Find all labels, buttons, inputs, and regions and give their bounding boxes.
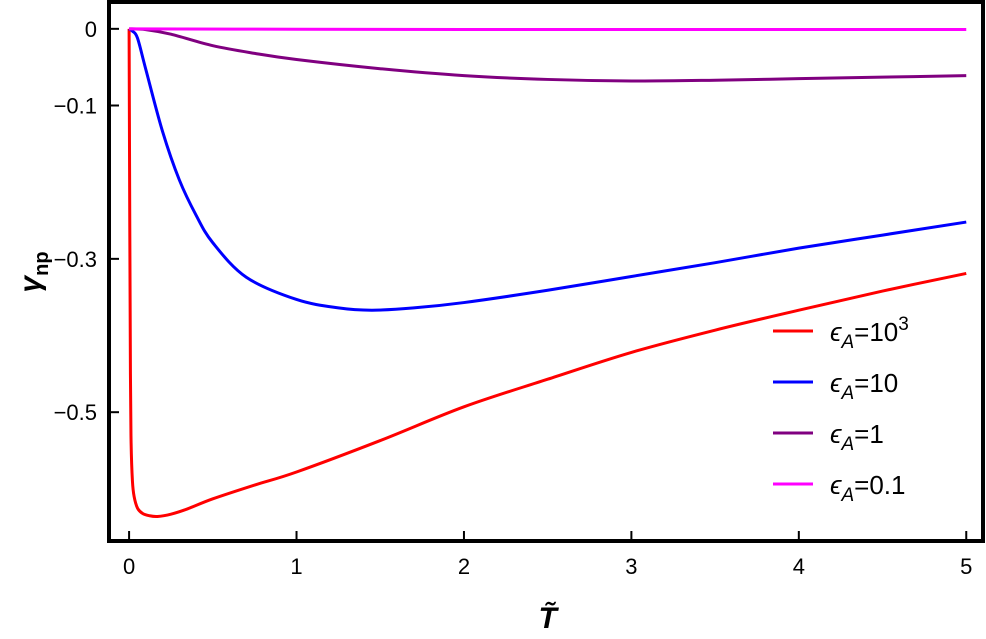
series-line-1	[128, 27, 967, 312]
x-axis-label: T̃	[539, 601, 560, 635]
y-tick-label: 0	[85, 17, 97, 42]
plot-frame	[107, 0, 985, 543]
series-line-0	[127, 28, 967, 519]
series-line-3	[129, 27, 967, 32]
y-tick-label: −0.3	[54, 247, 97, 272]
y-axis-label: γnp	[14, 251, 53, 292]
legend-label-3: ϵA=0.1	[830, 470, 905, 506]
x-tick-label: 4	[793, 554, 805, 579]
y-tick-label: −0.5	[54, 400, 97, 425]
series-group	[127, 27, 967, 519]
y-tick-label: −0.1	[54, 94, 97, 119]
series-line-2	[129, 27, 967, 83]
x-tick-label: 3	[625, 554, 637, 579]
x-tick-label: 2	[458, 554, 470, 579]
legend-label-2: ϵA=1	[830, 419, 884, 455]
x-tick-label: 5	[960, 554, 972, 579]
x-tick-label: 1	[290, 554, 302, 579]
x-tick-label: 0	[123, 554, 135, 579]
legend-label-0: ϵA=103	[830, 314, 909, 353]
legend-label-1: ϵA=10	[830, 368, 898, 404]
